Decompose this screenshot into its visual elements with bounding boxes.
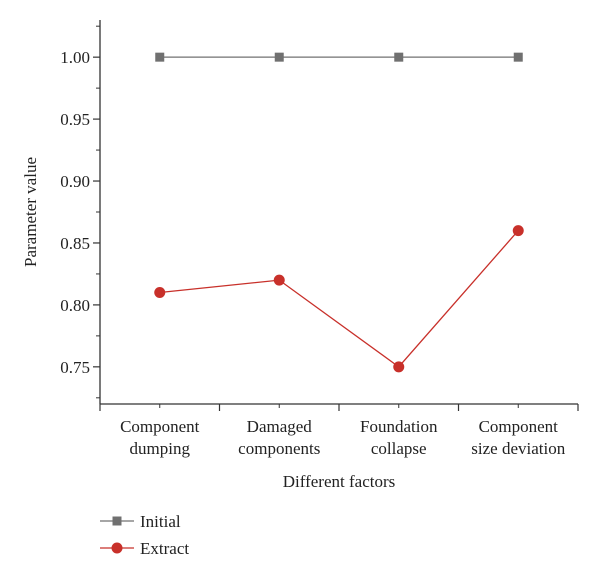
series-extract	[154, 225, 524, 373]
marker-legend-extract	[111, 542, 123, 554]
legend-label: Extract	[140, 539, 189, 558]
y-axis-title: Parameter value	[21, 157, 40, 267]
marker-extract	[154, 287, 166, 299]
marker-extract	[273, 274, 285, 286]
x-tick-label-line: Foundation	[360, 417, 438, 436]
marker-initial	[155, 52, 165, 62]
series-layer	[154, 52, 524, 373]
marker-legend-initial	[112, 516, 122, 526]
marker-extract	[512, 225, 524, 237]
legend-item-extract: Extract	[100, 539, 189, 558]
series-line-extract	[159, 230, 519, 368]
x-tick-label-line: collapse	[371, 439, 427, 458]
x-axis-title: Different factors	[283, 472, 396, 491]
x-tick-label: Component size deviation	[471, 417, 565, 458]
marker-initial	[274, 52, 284, 62]
x-tick-label-line: dumping	[130, 439, 191, 458]
y-tick-label: 0.85	[60, 234, 90, 253]
marker-extract	[393, 361, 405, 373]
x-tick-label-line: components	[238, 439, 320, 458]
y-tick-label: 0.80	[60, 296, 90, 315]
y-tick-label: 0.90	[60, 172, 90, 191]
marker-initial	[513, 52, 523, 62]
x-tick-label: Damaged components	[238, 417, 320, 458]
x-tick-label-line: Component	[479, 417, 559, 436]
x-tick-label: Component dumping	[120, 417, 200, 458]
legend: Initial Extract	[100, 512, 189, 558]
y-tick-label: 1.00	[60, 48, 90, 67]
legend-item-initial: Initial	[100, 512, 181, 531]
marker-initial	[394, 52, 404, 62]
y-tick-label: 0.95	[60, 110, 90, 129]
x-tick-label-line: Damaged	[247, 417, 313, 436]
x-tick-label-line: size deviation	[471, 439, 565, 458]
x-tick-label: Foundation collapse	[360, 417, 438, 458]
axes: 0.75 0.80 0.85 0.90 0.95 1.00 Component dumping…	[60, 20, 579, 458]
legend-label: Initial	[140, 512, 181, 531]
x-tick-label-line: Component	[120, 417, 200, 436]
series-initial	[155, 52, 523, 62]
y-tick-label: 0.75	[60, 358, 90, 377]
